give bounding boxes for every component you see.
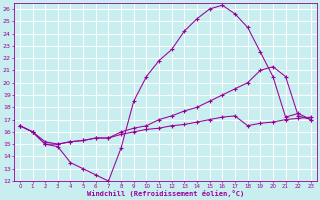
X-axis label: Windchill (Refroidissement éolien,°C): Windchill (Refroidissement éolien,°C) [87, 190, 244, 197]
